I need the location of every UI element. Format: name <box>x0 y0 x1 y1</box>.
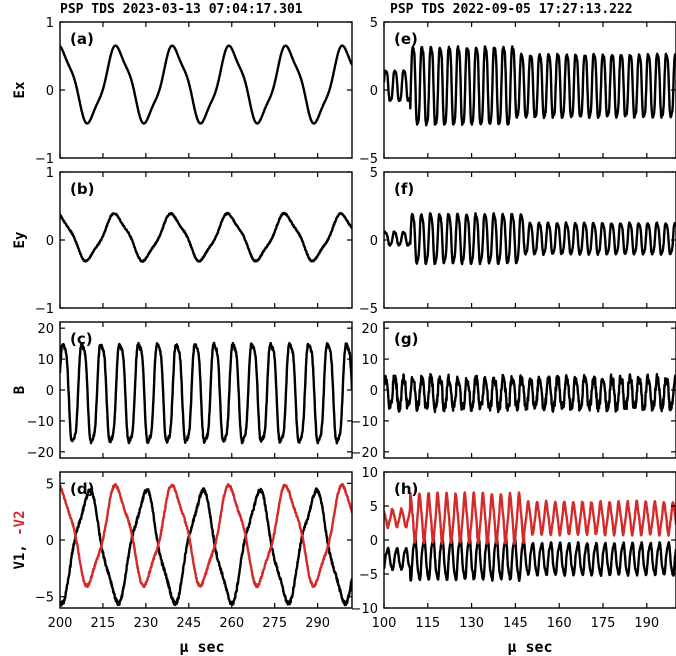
panel-label-a: (a) <box>70 30 94 48</box>
x-tick-label: 190 <box>634 616 659 631</box>
x-tick-label: 175 <box>591 616 616 631</box>
y-tick-label: −5 <box>35 591 54 606</box>
x-tick-label: 215 <box>91 616 116 631</box>
y-axis-label-part-1: Ex <box>12 81 28 98</box>
y-axis-label-part-1: Ey <box>12 231 28 248</box>
x-tick-label: 115 <box>415 616 440 631</box>
panel-f: −5 0 5 (f) <box>359 166 676 317</box>
y-tick-label: 0 <box>46 84 54 99</box>
series-line-e-1 <box>384 45 676 127</box>
y-tick-label: 10 <box>361 466 378 481</box>
y-tick-label: −1 <box>35 302 54 317</box>
y-tick-label: 1 <box>46 166 54 181</box>
y-axis-label-a: Ex <box>12 81 28 98</box>
y-tick-label: 5 <box>46 477 54 492</box>
y-tick-label: 0 <box>46 234 54 249</box>
y-tick-label: −1 <box>35 152 54 167</box>
plot-frame-b <box>59 171 353 309</box>
panel-c: −20 −10 0 10 20 (c) B <box>12 321 353 461</box>
y-tick-label: 5 <box>370 16 378 31</box>
panel-label-e: (e) <box>394 30 418 48</box>
y-tick-label: 20 <box>361 322 378 337</box>
x-axis-label-left: μ sec <box>179 638 224 656</box>
y-tick-label: 0 <box>46 534 54 549</box>
series-line-a-1 <box>60 44 352 125</box>
header-right: PSP TDS 2022-09-05 17:27:13.222 <box>390 2 633 17</box>
y-axis-label-b: Ey <box>12 231 28 248</box>
series-line-c-1 <box>60 341 352 445</box>
series-line-h-1 <box>384 535 676 582</box>
x-tick-label: 160 <box>547 616 572 631</box>
x-axis-label-right: μ sec <box>507 638 552 656</box>
panel-label-c: (c) <box>70 330 93 348</box>
series-line-d-2 <box>60 482 352 589</box>
y-tick-label: −5 <box>359 568 378 583</box>
y-tick-label: −10 <box>27 415 54 430</box>
x-tick-label: 145 <box>503 616 528 631</box>
x-tick-label: 200 <box>48 616 73 631</box>
panel-g: −20 −10 0 10 20 (g) <box>351 321 676 461</box>
y-axis-label-c: B <box>12 386 28 394</box>
x-tick-label: 245 <box>176 616 201 631</box>
y-tick-label: −10 <box>351 602 378 617</box>
panel-label-f: (f) <box>394 180 414 198</box>
y-tick-label: 1 <box>46 16 54 31</box>
y-tick-label: −20 <box>351 446 378 461</box>
y-tick-label: −5 <box>359 152 378 167</box>
y-tick-label: 20 <box>37 322 54 337</box>
panel-b: −1 0 1 (b) Ey <box>12 166 353 317</box>
y-tick-label: 10 <box>37 353 54 368</box>
y-tick-label: −5 <box>359 302 378 317</box>
x-tick-label: 230 <box>133 616 158 631</box>
panel-e: −5 0 5 (e) <box>359 16 676 167</box>
y-tick-label: 10 <box>361 353 378 368</box>
series-line-g-1 <box>384 372 676 414</box>
y-tick-label: 0 <box>370 234 378 249</box>
panel-label-d: (d) <box>70 480 94 498</box>
y-tick-label: 5 <box>370 166 378 181</box>
y-axis-label-d: V1, -V2 <box>12 510 28 569</box>
y-axis-label-part-1: B <box>12 386 28 394</box>
y-axis-label-part-2: -V2 <box>12 510 28 544</box>
y-tick-label: 0 <box>370 534 378 549</box>
series-line-f-1 <box>384 212 676 266</box>
panel-d: −5 0 5 200 215 230 245 260 275 290 (d) V1, -V2 <box>12 471 353 631</box>
x-tick-label: 290 <box>305 616 330 631</box>
x-tick-label: 260 <box>219 616 244 631</box>
panel-h: −10 −5 0 5 10 100 115 130 145 160 175 190 (h) <box>351 466 676 631</box>
x-tick-label: 275 <box>262 616 287 631</box>
panel-label-g: (g) <box>394 330 418 348</box>
y-tick-label: 0 <box>370 384 378 399</box>
y-tick-label: −20 <box>27 446 54 461</box>
y-tick-label: 5 <box>370 500 378 515</box>
series-line-d-1 <box>60 487 352 607</box>
header-left: PSP TDS 2023-03-13 07:04:17.301 <box>60 2 303 17</box>
y-tick-label: 0 <box>370 84 378 99</box>
x-tick-label: 130 <box>459 616 484 631</box>
y-axis-label-part-1: V1, <box>12 544 28 569</box>
x-tick-label: 100 <box>372 616 397 631</box>
panel-a: −1 0 1 (a) Ex <box>12 16 353 167</box>
y-tick-label: −10 <box>351 415 378 430</box>
panel-label-h: (h) <box>394 480 418 498</box>
panels: −101(a)Ex−101(b)Ey−20−1001020(c)B−505200… <box>12 16 676 631</box>
series-line-b-1 <box>60 211 352 263</box>
panel-label-b: (b) <box>70 180 94 198</box>
y-tick-label: 0 <box>46 384 54 399</box>
series-line-h-2 <box>384 491 676 546</box>
